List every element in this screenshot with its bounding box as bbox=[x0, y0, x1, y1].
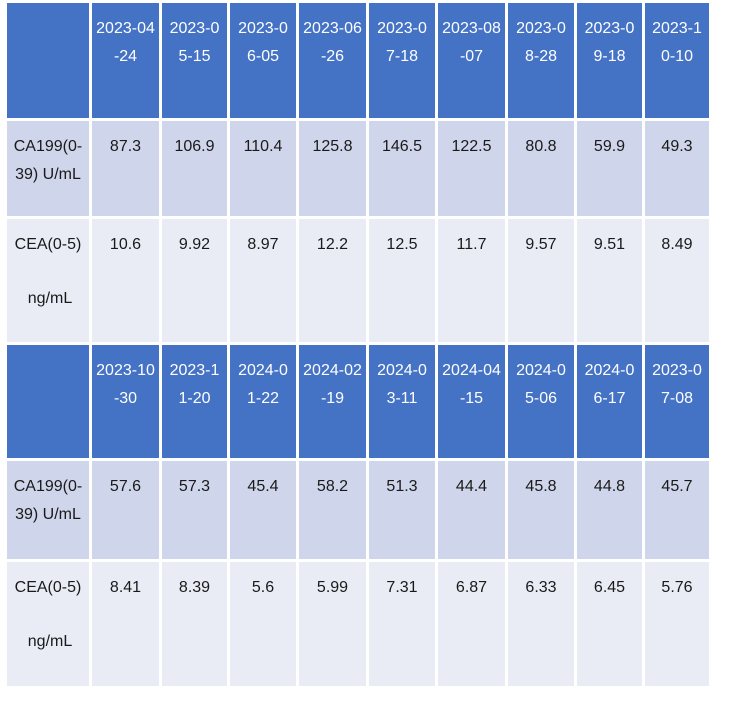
value-cell: 57.6 bbox=[92, 461, 159, 559]
value-cell: 125.8 bbox=[299, 121, 366, 216]
value-cell: 146.5 bbox=[369, 121, 435, 216]
cea-row: CEA(0-5) ng/mL 10.6 9.92 8.97 12.2 12.5 … bbox=[7, 219, 709, 342]
value-cell: 59.9 bbox=[577, 121, 642, 216]
cea-label-unit: ng/mL bbox=[27, 633, 73, 650]
value-cell: 45.4 bbox=[230, 461, 296, 559]
value-cell: 87.3 bbox=[92, 121, 159, 216]
corner-cell bbox=[7, 345, 89, 458]
date-cell: 2024-06-17 bbox=[577, 345, 642, 458]
value-cell: 8.39 bbox=[162, 562, 227, 686]
cea-label-main: CEA(0-5) bbox=[14, 236, 82, 253]
ca199-row: CA199(0-39) U/mL 87.3 106.9 110.4 125.8 … bbox=[7, 121, 709, 216]
value-cell: 8.49 bbox=[645, 219, 709, 342]
cea-label: CEA(0-5) ng/mL bbox=[7, 219, 89, 342]
value-cell: 45.8 bbox=[508, 461, 574, 559]
value-cell: 9.92 bbox=[162, 219, 227, 342]
date-cell: 2023-05-15 bbox=[162, 3, 227, 118]
value-cell: 6.45 bbox=[577, 562, 642, 686]
date-header-row: 2023-04-24 2023-05-15 2023-06-05 2023-06… bbox=[7, 3, 709, 118]
date-cell: 2023-09-18 bbox=[577, 3, 642, 118]
date-cell: 2024-01-22 bbox=[230, 345, 296, 458]
value-cell: 5.6 bbox=[230, 562, 296, 686]
value-cell: 58.2 bbox=[299, 461, 366, 559]
value-cell: 6.33 bbox=[508, 562, 574, 686]
date-cell: 2024-05-06 bbox=[508, 345, 574, 458]
date-cell: 2024-02-19 bbox=[299, 345, 366, 458]
value-cell: 51.3 bbox=[369, 461, 435, 559]
ca199-label: CA199(0-39) U/mL bbox=[7, 121, 89, 216]
date-cell: 2023-07-08 bbox=[645, 345, 709, 458]
date-cell: 2023-06-05 bbox=[230, 3, 296, 118]
date-cell: 2023-08-07 bbox=[438, 3, 505, 118]
date-cell: 2023-04-24 bbox=[92, 3, 159, 118]
lab-results-table: 2023-04-24 2023-05-15 2023-06-05 2023-06… bbox=[4, 0, 712, 689]
value-cell: 49.3 bbox=[645, 121, 709, 216]
value-cell: 44.4 bbox=[438, 461, 505, 559]
date-cell: 2023-08-28 bbox=[508, 3, 574, 118]
date-cell: 2024-03-11 bbox=[369, 345, 435, 458]
cea-label-unit: ng/mL bbox=[27, 290, 73, 307]
value-cell: 8.41 bbox=[92, 562, 159, 686]
date-header-row: 2023-10-30 2023-11-20 2024-01-22 2024-02… bbox=[7, 345, 709, 458]
cea-label-main: CEA(0-5) bbox=[14, 579, 82, 596]
value-cell: 10.6 bbox=[92, 219, 159, 342]
value-cell: 9.51 bbox=[577, 219, 642, 342]
value-cell: 57.3 bbox=[162, 461, 227, 559]
value-cell: 110.4 bbox=[230, 121, 296, 216]
value-cell: 122.5 bbox=[438, 121, 505, 216]
ca199-row: CA199(0-39) U/mL 57.6 57.3 45.4 58.2 51.… bbox=[7, 461, 709, 559]
date-cell: 2024-04-15 bbox=[438, 345, 505, 458]
value-cell: 106.9 bbox=[162, 121, 227, 216]
value-cell: 9.57 bbox=[508, 219, 574, 342]
date-cell: 2023-06-26 bbox=[299, 3, 366, 118]
value-cell: 12.5 bbox=[369, 219, 435, 342]
cea-label: CEA(0-5) ng/mL bbox=[7, 562, 89, 686]
value-cell: 7.31 bbox=[369, 562, 435, 686]
value-cell: 44.8 bbox=[577, 461, 642, 559]
date-cell: 2023-10-10 bbox=[645, 3, 709, 118]
date-cell: 2023-10-30 bbox=[92, 345, 159, 458]
value-cell: 45.7 bbox=[645, 461, 709, 559]
date-cell: 2023-11-20 bbox=[162, 345, 227, 458]
value-cell: 6.87 bbox=[438, 562, 505, 686]
value-cell: 12.2 bbox=[299, 219, 366, 342]
value-cell: 5.76 bbox=[645, 562, 709, 686]
value-cell: 5.99 bbox=[299, 562, 366, 686]
value-cell: 80.8 bbox=[508, 121, 574, 216]
value-cell: 11.7 bbox=[438, 219, 505, 342]
corner-cell bbox=[7, 3, 89, 118]
cea-row: CEA(0-5) ng/mL 8.41 8.39 5.6 5.99 7.31 6… bbox=[7, 562, 709, 686]
value-cell: 8.97 bbox=[230, 219, 296, 342]
date-cell: 2023-07-18 bbox=[369, 3, 435, 118]
ca199-label: CA199(0-39) U/mL bbox=[7, 461, 89, 559]
